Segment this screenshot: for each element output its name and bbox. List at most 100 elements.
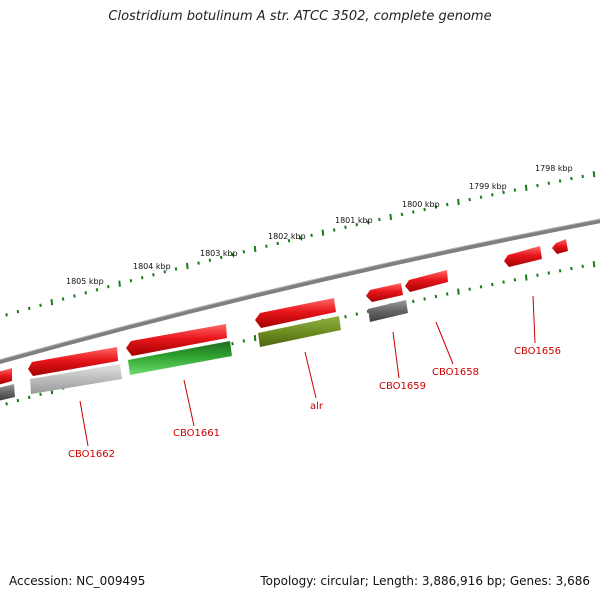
minor-tick — [95, 288, 99, 292]
minor-tick — [332, 228, 336, 232]
gene-arrow[interactable] — [126, 324, 227, 356]
major-tick — [524, 274, 528, 281]
minor-tick — [174, 267, 178, 271]
leader-line — [392, 331, 400, 379]
major-tick — [253, 245, 257, 253]
gene-label-cbo1659: CBO1659 — [379, 381, 426, 392]
minor-tick — [513, 278, 517, 282]
minor-tick — [344, 315, 347, 319]
minor-tick — [39, 392, 42, 396]
minor-tick — [570, 266, 573, 271]
major-tick — [592, 261, 596, 268]
ruler-label-1800: 1800 kbp — [402, 200, 440, 209]
minor-tick — [140, 276, 144, 280]
minor-tick — [400, 212, 404, 217]
ruler-label-1804: 1804 kbp — [133, 262, 171, 271]
major-tick — [457, 198, 460, 206]
minor-tick — [242, 339, 246, 343]
minor-tick — [163, 270, 166, 274]
gene-arrow[interactable] — [552, 239, 568, 254]
gene-label-cbo1658: CBO1658 — [432, 367, 479, 378]
topology-text: Topology: circular; Length: 3,886,916 bp… — [260, 574, 590, 588]
minor-tick — [423, 297, 426, 301]
minor-tick — [242, 250, 246, 254]
leader-line — [532, 295, 536, 344]
minor-tick — [27, 306, 31, 311]
gene-label-alr: alr — [310, 401, 324, 412]
leader-line — [79, 400, 89, 447]
gene-block[interactable] — [30, 364, 122, 394]
gene-block[interactable] — [258, 316, 341, 347]
minor-tick — [276, 241, 279, 246]
ruler-label-1798: 1798 kbp — [535, 164, 573, 173]
gene-block[interactable] — [368, 300, 408, 322]
major-tick — [50, 299, 54, 306]
minor-tick — [208, 258, 212, 262]
minor-tick — [231, 342, 234, 346]
forward-strand-genes — [0, 239, 568, 385]
minor-tick — [502, 190, 505, 195]
minor-tick — [73, 294, 76, 298]
minor-tick — [265, 244, 268, 248]
minor-tick — [344, 225, 347, 229]
minor-tick — [445, 292, 449, 296]
gene-label-cbo1662: CBO1662 — [68, 449, 115, 460]
minor-tick — [197, 261, 200, 265]
minor-tick — [558, 269, 562, 273]
major-tick — [186, 262, 189, 270]
minor-tick — [513, 188, 517, 192]
minor-tick — [16, 398, 20, 403]
minor-tick — [468, 287, 471, 291]
minor-tick — [61, 297, 65, 301]
minor-tick — [310, 233, 313, 237]
minor-tick — [39, 303, 42, 307]
major-tick — [592, 171, 596, 178]
minor-tick — [287, 239, 291, 243]
ruler-label-1799: 1799 kbp — [469, 182, 507, 191]
minor-tick — [152, 273, 155, 277]
major-tick — [524, 184, 528, 191]
major-tick — [389, 213, 392, 221]
ruler-label-1803: 1803 kbp — [200, 249, 238, 258]
ruler-label-1801: 1801 kbp — [335, 216, 373, 225]
gene-arrow[interactable] — [504, 246, 542, 267]
minor-tick — [445, 202, 449, 207]
gene-block[interactable] — [0, 384, 15, 401]
minor-tick — [378, 217, 381, 222]
major-tick — [253, 335, 257, 342]
minor-tick — [5, 313, 8, 317]
minor-tick — [412, 210, 415, 214]
outer-tick-track — [5, 171, 596, 317]
gene-arrow[interactable] — [366, 283, 403, 302]
minor-tick — [219, 255, 223, 260]
minor-tick — [536, 183, 539, 188]
genome-backbone — [0, 218, 600, 364]
gene-arrow[interactable] — [0, 368, 12, 385]
leader-line — [183, 379, 195, 427]
minor-tick — [129, 279, 133, 283]
minor-tick — [570, 176, 573, 181]
minor-tick — [434, 205, 438, 209]
minor-tick — [423, 207, 426, 212]
minor-tick — [547, 181, 551, 185]
gene-arrow[interactable] — [28, 347, 118, 376]
gene-arrow[interactable] — [255, 298, 336, 328]
minor-tick — [491, 193, 494, 197]
minor-tick — [355, 312, 359, 316]
minor-tick — [479, 285, 483, 289]
accession-text: Accession: NC_009495 — [9, 574, 146, 588]
major-tick — [457, 288, 460, 295]
minor-tick — [558, 179, 562, 183]
gene-arrow[interactable] — [405, 270, 448, 292]
minor-tick — [479, 195, 483, 199]
map-title: Clostridium botulinum A str. ATCC 3502, … — [108, 9, 492, 24]
leader-line — [304, 351, 317, 399]
gene-label-cbo1656: CBO1656 — [514, 346, 561, 357]
minor-tick — [491, 282, 494, 287]
ruler-label-1802: 1802 kbp — [268, 232, 306, 241]
minor-tick — [536, 273, 539, 277]
minor-tick — [434, 294, 438, 299]
gene-block[interactable] — [128, 341, 232, 375]
leader-line — [435, 321, 454, 365]
